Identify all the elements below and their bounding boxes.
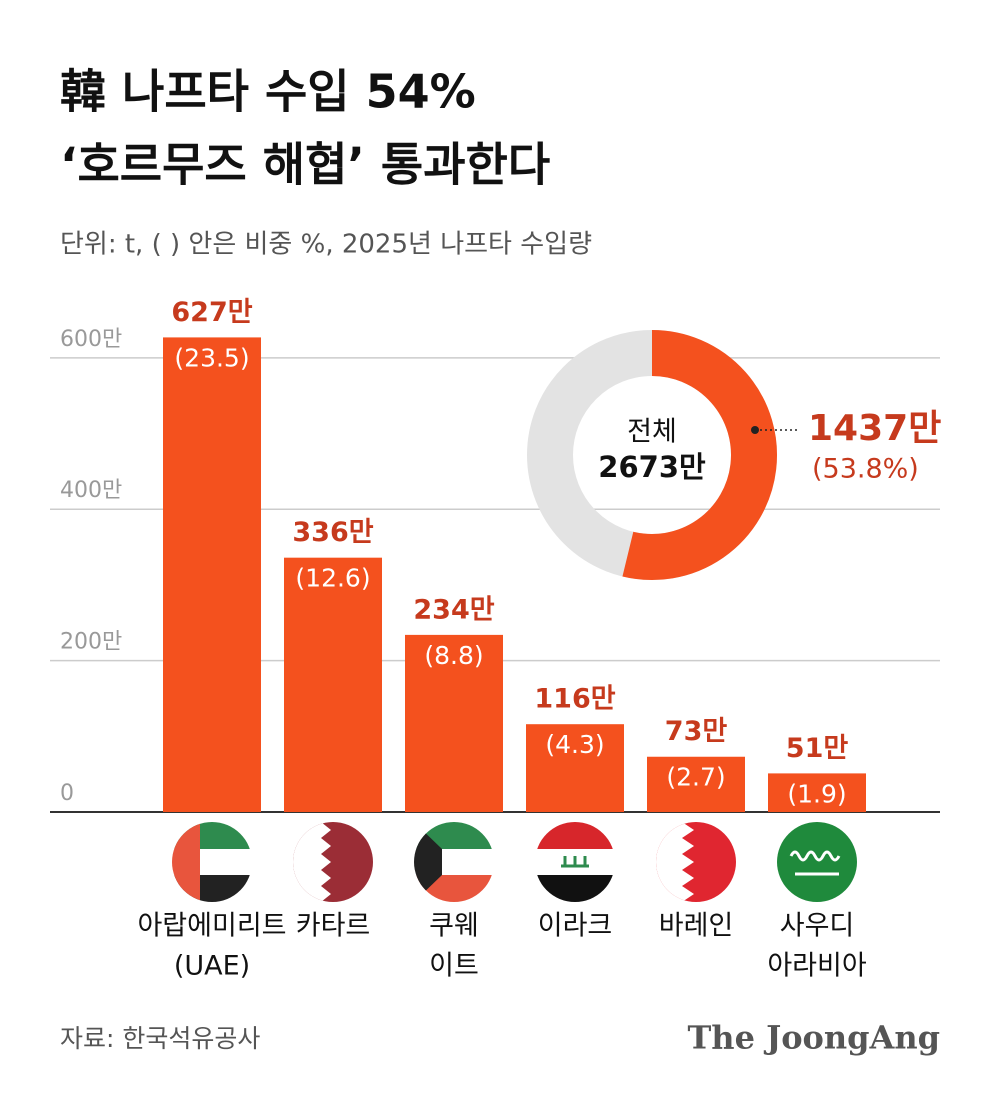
x-tick-label: 사우디 [780,911,855,942]
bar [163,337,261,812]
donut-value: 1437만 [808,408,941,449]
flag-bahrain [656,822,736,902]
value-label: 116만 [534,684,615,715]
x-tick-label: 쿠웨 [429,911,479,942]
share-label: (2.7) [666,763,725,792]
subtitle: 단위: t, ( ) 안은 비중 %, 2025년 나프타 수입량 [60,230,592,260]
share-label: (12.6) [295,564,370,593]
brand: The JoongAng [687,1019,940,1057]
donut-segment [622,330,777,580]
value-label: 627만 [171,297,252,328]
y-tick-label: 600만 [60,327,122,352]
x-tick-label: 아라비아 [767,951,867,982]
y-tick-label: 200만 [60,630,122,655]
value-label: 73만 [665,716,728,747]
donut-total: 2673만 [598,450,706,484]
donut-share: (53.8%) [812,454,919,485]
value-label: 336만 [292,517,373,548]
donut-label: 전체 [627,417,677,448]
x-tick-label: 바레인 [659,911,734,942]
y-tick-label: 400만 [60,478,122,503]
share-label: (1.9) [787,779,846,808]
flag-kuwait [414,822,494,902]
x-tick-label: (UAE) [174,951,250,982]
x-tick-label: 카타르 [296,911,371,942]
bar [284,557,382,812]
chart-title: ‘호르무즈 해협’ 통과한다 [60,138,550,192]
share-label: (4.3) [545,730,604,759]
y-tick-label: 0 [60,781,74,806]
flag-iraq [535,822,615,902]
x-tick-label: 이트 [429,951,479,982]
flag-uae [172,822,252,902]
share-label: (8.8) [424,641,483,670]
x-tick-label: 아랍에미리트 [137,911,286,942]
bar [526,724,624,812]
bar [768,773,866,812]
source: 자료: 한국석유공사 [60,1024,260,1053]
value-label: 51만 [786,733,849,764]
flag-qatar [293,822,373,902]
flag-saudi [777,822,857,902]
bar [405,634,503,812]
value-label: 234만 [413,594,494,625]
x-tick-label: 이라크 [538,911,613,942]
chart-title: 韓 나프타 수입 54% [60,65,476,119]
share-label: (23.5) [174,343,249,372]
bar [647,756,745,812]
